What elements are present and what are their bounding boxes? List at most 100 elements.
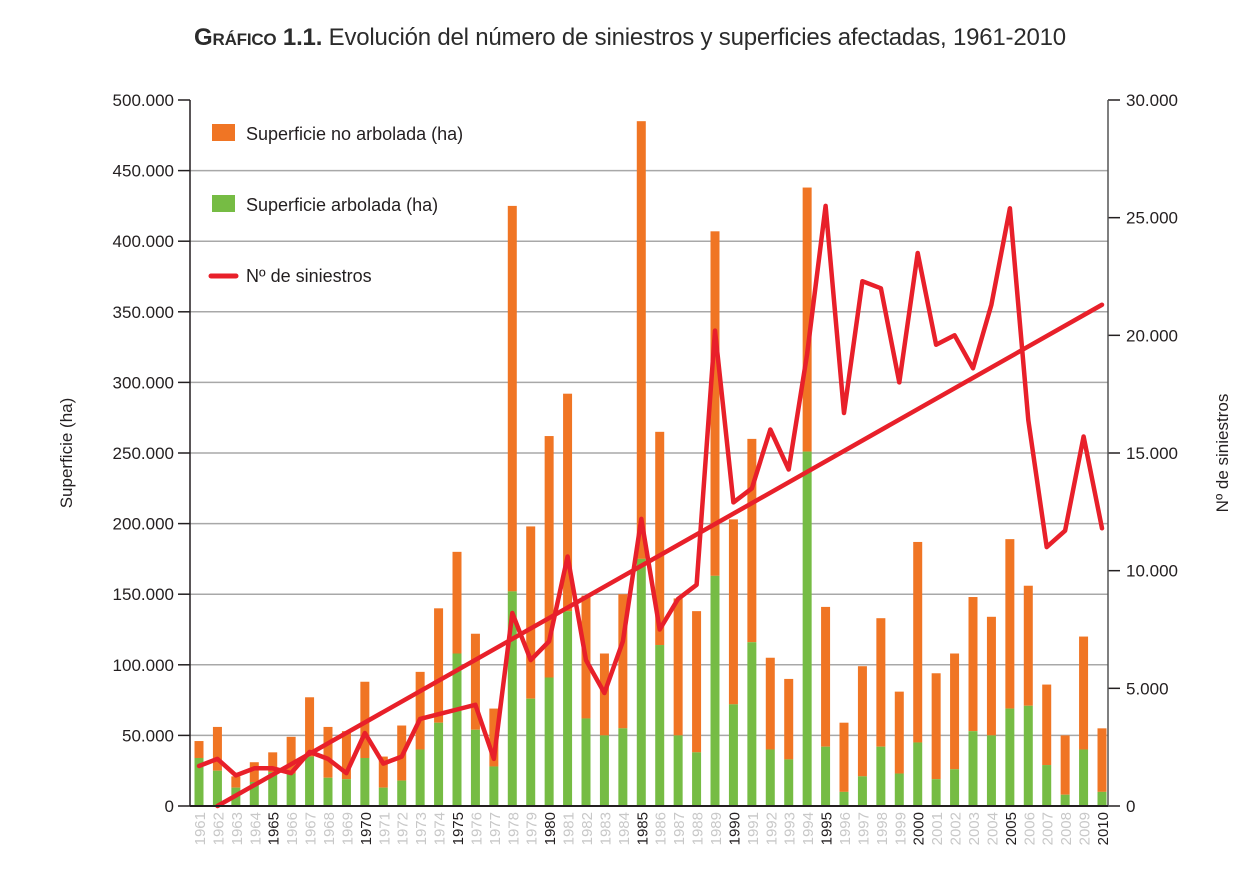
year-tick-label: 1979 — [524, 812, 541, 845]
bar-no-arbolada — [821, 606, 831, 747]
year-tick-label: 1965 — [266, 812, 283, 845]
chart-title-prefix: Gráfico 1.1. — [194, 24, 323, 51]
right-tick-label: 0 — [1126, 797, 1135, 816]
bar-no-arbolada — [894, 691, 904, 774]
bar-arbolada — [857, 776, 867, 806]
year-tick-label: 1999 — [892, 812, 909, 845]
bar-arbolada — [507, 591, 517, 806]
bar-arbolada — [489, 766, 499, 806]
bar-no-arbolada — [323, 726, 333, 778]
bar-arbolada — [821, 746, 831, 806]
bar-no-arbolada — [950, 653, 960, 770]
bar-arbolada — [1042, 765, 1052, 806]
bar-no-arbolada — [1023, 585, 1033, 706]
year-tick-label: 2006 — [1021, 812, 1038, 845]
lines-group — [196, 203, 1105, 809]
bar-no-arbolada — [618, 594, 628, 729]
left-tick-label: 400.000 — [113, 232, 174, 251]
year-tick-label: 1997 — [855, 812, 872, 845]
chart-title-main: Evolución del número de siniestros y sup… — [322, 24, 1067, 51]
left-tick-label: 500.000 — [113, 91, 174, 110]
bar-no-arbolada — [231, 776, 241, 788]
right-tick-label: 20.000 — [1126, 326, 1178, 345]
bar-arbolada — [728, 704, 738, 806]
bar-no-arbolada — [1097, 728, 1107, 792]
bar-no-arbolada — [692, 611, 702, 753]
bar-arbolada — [323, 777, 333, 806]
year-tick-label: 2000 — [911, 812, 928, 845]
right-tick-label: 25.000 — [1126, 209, 1178, 228]
legend-label-arbolada: Superficie arbolada (ha) — [246, 195, 438, 215]
bar-arbolada — [1060, 794, 1070, 806]
left-tick-label: 150.000 — [113, 585, 174, 604]
year-tick-label: 1972 — [395, 812, 412, 845]
bar-arbolada — [655, 645, 665, 806]
bar-arbolada — [212, 770, 222, 806]
bar-no-arbolada — [378, 756, 388, 788]
bar-arbolada — [784, 759, 794, 806]
right-tick-labels: 0 5.000 10.000 15.000 20.000 25.000 30.000 — [1126, 91, 1178, 816]
year-tick-label: 1982 — [579, 812, 596, 845]
bar-arbolada — [452, 653, 462, 806]
year-tick-label: 2009 — [1077, 812, 1094, 845]
bar-arbolada — [1005, 708, 1015, 806]
year-tick-label: 1981 — [561, 812, 578, 845]
year-tick-label: 1961 — [192, 812, 209, 845]
bar-arbolada — [249, 781, 259, 806]
bar-arbolada — [636, 558, 646, 806]
year-tick-label: 1978 — [505, 812, 522, 845]
bar-no-arbolada — [249, 762, 259, 782]
year-tick-label: 1989 — [708, 812, 725, 845]
legend-swatch-no-arbolada — [212, 124, 235, 141]
trend-line — [215, 302, 1105, 809]
bar-no-arbolada — [728, 519, 738, 705]
bar-arbolada — [305, 756, 315, 806]
year-tick-label: 1993 — [782, 812, 799, 845]
year-tick-label: 1983 — [597, 812, 614, 845]
year-tick-label: 1962 — [210, 812, 227, 845]
year-tick-label: 1971 — [376, 812, 393, 845]
right-tick-label: 30.000 — [1126, 91, 1178, 110]
bar-arbolada — [876, 746, 886, 806]
bar-no-arbolada — [212, 726, 222, 771]
year-tick-label: 1998 — [874, 812, 891, 845]
year-tick-label: 1967 — [303, 812, 320, 845]
year-tick-label: 1994 — [800, 812, 817, 845]
bar-no-arbolada — [268, 752, 278, 773]
bar-no-arbolada — [710, 231, 720, 576]
bar-arbolada — [378, 787, 388, 806]
y-axis-title: Superficie (ha) — [57, 398, 76, 509]
left-tick-label: 0 — [165, 797, 174, 816]
legend: Superficie no arbolada (ha) Superficie a… — [208, 124, 463, 286]
bar-arbolada — [913, 742, 923, 806]
bar-arbolada — [839, 791, 849, 806]
bar-no-arbolada — [507, 205, 517, 592]
year-tick-label: 1968 — [321, 812, 338, 845]
bar-arbolada — [692, 752, 702, 806]
year-tick-label: 1970 — [358, 812, 375, 845]
bar-arbolada — [415, 749, 425, 806]
bar-no-arbolada — [1060, 735, 1070, 795]
bar-no-arbolada — [434, 608, 444, 723]
bar-arbolada — [1023, 705, 1033, 806]
left-tick-label: 300.000 — [113, 373, 174, 392]
bar-no-arbolada — [341, 731, 351, 780]
bars-group — [194, 121, 1107, 806]
bar-no-arbolada — [857, 666, 867, 777]
bar-arbolada — [470, 729, 480, 806]
bar-arbolada — [434, 722, 444, 806]
bar-no-arbolada — [452, 551, 462, 654]
bar-no-arbolada — [305, 697, 315, 757]
bar-no-arbolada — [1079, 636, 1089, 750]
left-tick-label: 50.000 — [122, 726, 174, 745]
bar-no-arbolada — [765, 657, 775, 750]
grid-lines — [190, 169, 1108, 737]
year-tick-label: 1992 — [763, 812, 780, 845]
bar-arbolada — [544, 677, 554, 806]
bar-no-arbolada — [636, 121, 646, 559]
right-tick-label: 10.000 — [1126, 562, 1178, 581]
year-tick-label: 1969 — [339, 812, 356, 845]
bar-no-arbolada — [931, 673, 941, 780]
year-tick-label: 2002 — [948, 812, 965, 845]
